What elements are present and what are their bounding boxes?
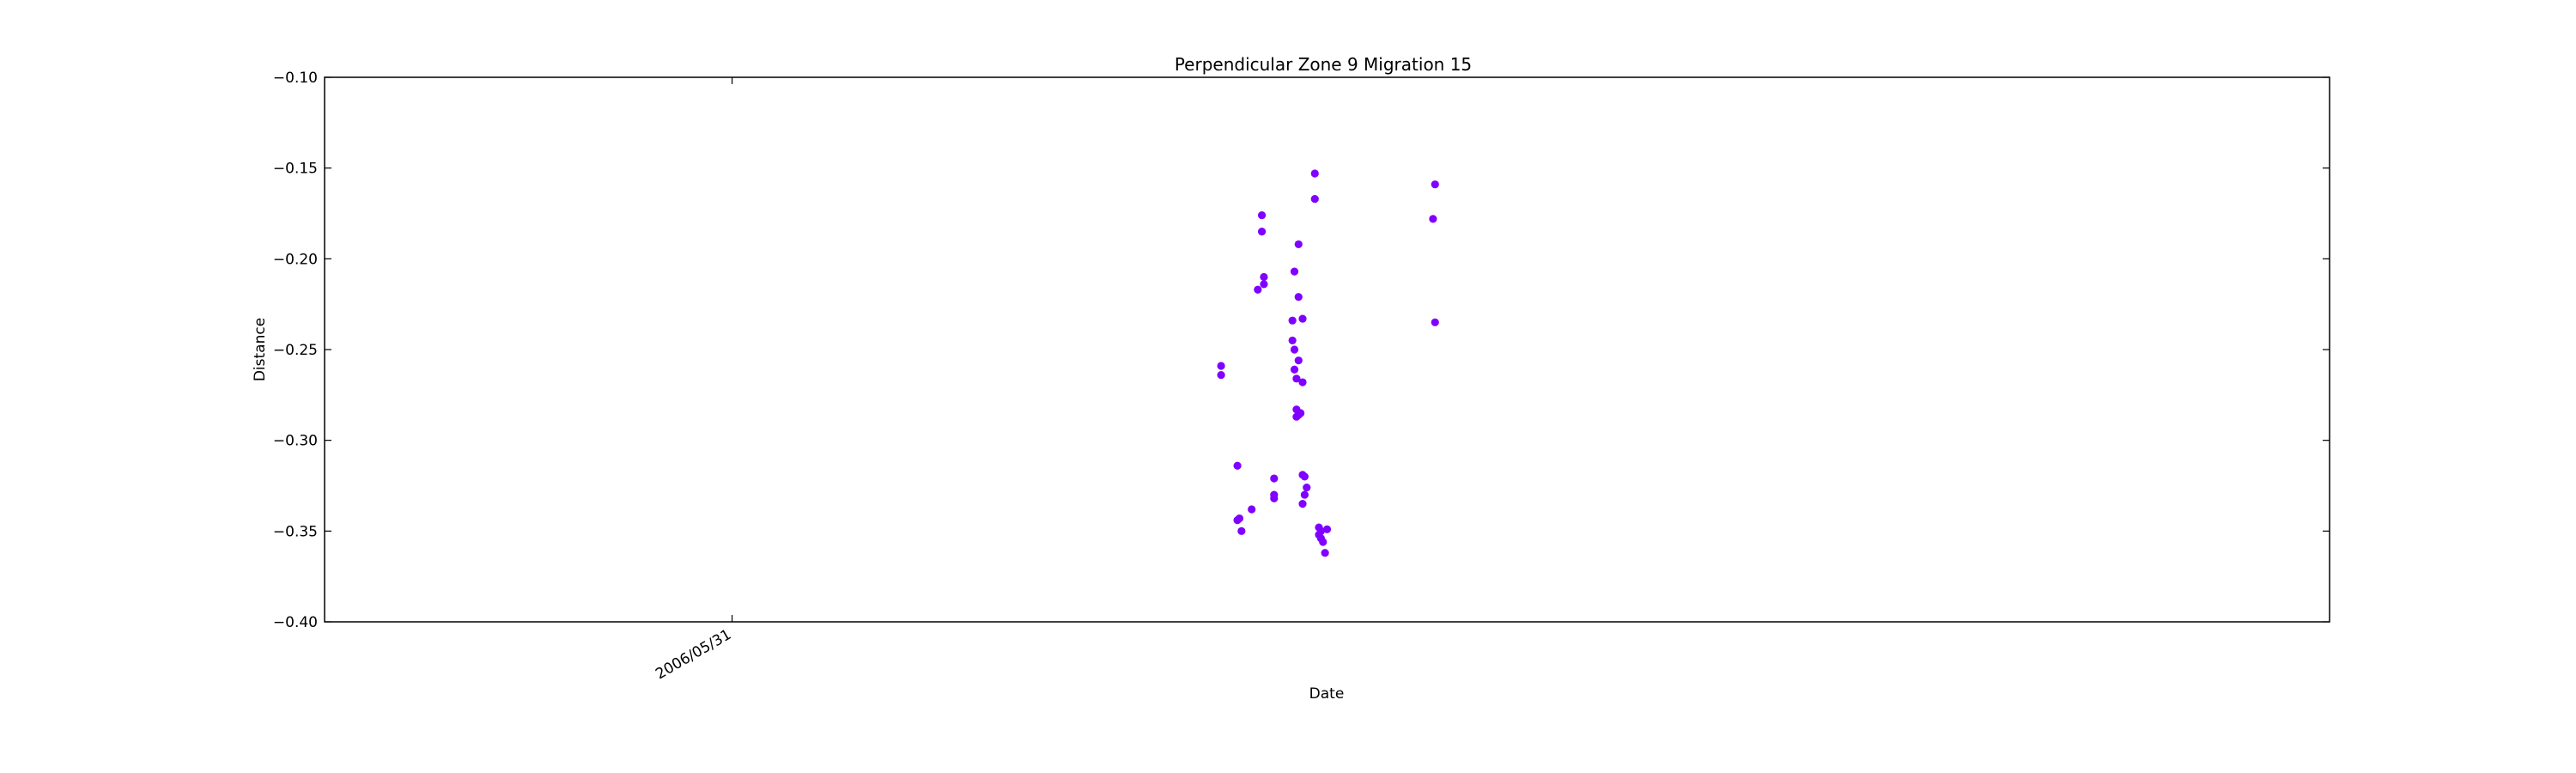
data-point [1429, 215, 1437, 223]
data-point [1233, 461, 1242, 470]
data-point [1300, 472, 1309, 481]
data-point [1290, 345, 1299, 354]
data-point [1292, 374, 1301, 383]
data-point [1319, 538, 1327, 546]
data-point [1288, 316, 1297, 325]
data-point [1270, 474, 1279, 483]
data-points [1217, 169, 1439, 557]
y-tick-label: −0.10 [273, 70, 318, 87]
y-tick-label: −0.15 [273, 161, 318, 178]
data-point [1254, 285, 1262, 294]
data-point [1300, 490, 1309, 499]
chart-title: Perpendicular Zone 9 Migration 15 [1175, 54, 1472, 75]
data-point [1257, 228, 1267, 236]
data-point [1290, 267, 1299, 276]
y-axis-label: Distance [252, 318, 269, 381]
data-point [1322, 525, 1332, 533]
data-point [1298, 500, 1307, 508]
data-point [1310, 194, 1319, 204]
data-point [1297, 409, 1305, 417]
data-point [1260, 272, 1268, 282]
data-point [1288, 336, 1297, 345]
data-point [1270, 494, 1279, 502]
data-point [1431, 180, 1439, 189]
y-tick-label: −0.20 [273, 251, 318, 268]
data-point [1235, 514, 1244, 523]
data-point [1310, 169, 1319, 178]
data-point [1298, 314, 1307, 323]
x-axis-label: Date [1309, 685, 1345, 703]
data-point [1321, 549, 1329, 557]
data-point [1290, 365, 1299, 374]
data-point [1294, 356, 1303, 365]
data-point [1217, 370, 1225, 380]
plot-area: −0.10 −0.15 −0.20 −0.25 −0.30 −0.35 −0.40 2006… [273, 70, 2330, 683]
y-axis: −0.10 −0.15 −0.20 −0.25 −0.30 −0.35 −0.40 [273, 70, 2330, 631]
y-tick-label: −0.40 [273, 614, 318, 631]
data-point [1237, 526, 1246, 535]
data-point [1294, 240, 1303, 249]
y-tick-label: −0.30 [273, 433, 318, 450]
y-tick-label: −0.35 [273, 523, 318, 540]
x-tick-label: 2006/05/31 [653, 626, 734, 683]
plot-frame [324, 76, 2330, 623]
data-point [1260, 280, 1268, 289]
data-point [1303, 484, 1311, 492]
data-point [1298, 378, 1307, 386]
data-point [1257, 211, 1267, 220]
data-point [1431, 318, 1439, 326]
data-point [1248, 505, 1256, 514]
x-axis: 2006/05/31 [653, 77, 734, 683]
data-point [1294, 293, 1303, 301]
data-point [1316, 526, 1325, 535]
data-point [1217, 362, 1225, 370]
y-tick-label: −0.25 [273, 342, 318, 359]
